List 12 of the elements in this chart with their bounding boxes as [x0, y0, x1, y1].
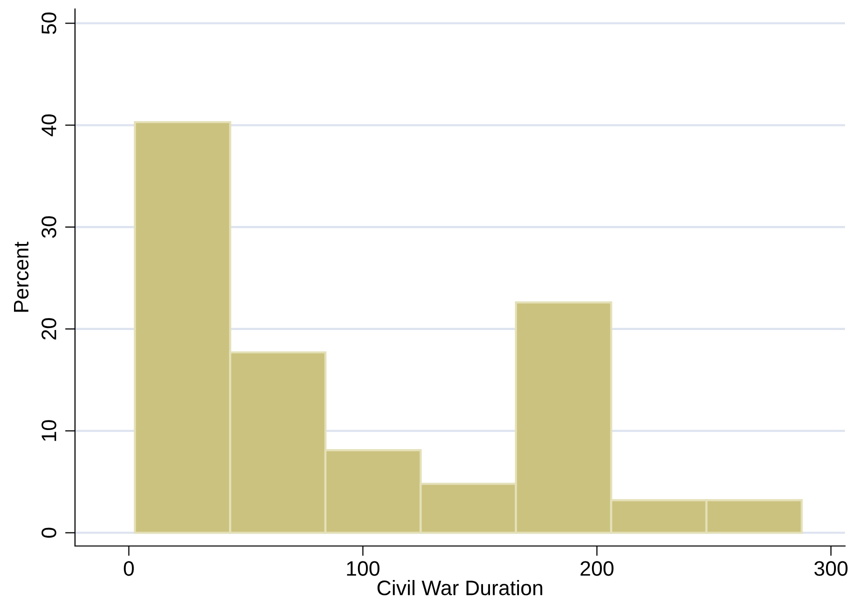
x-axis-title: Civil War Duration — [378, 580, 542, 596]
x-tick-label: 300 — [814, 561, 848, 576]
x-tick-label: 100 — [347, 561, 380, 576]
y-tick-label: 10 — [42, 420, 56, 441]
x-tick-label: 200 — [580, 561, 614, 576]
y-axis-title: Percent — [14, 242, 29, 312]
y-tick-label: 50 — [42, 12, 56, 34]
y-tick-label: 30 — [42, 216, 56, 238]
y-tick-label: 20 — [42, 318, 56, 340]
y-tick-label: 40 — [42, 114, 56, 136]
y-tick-label: 0 — [42, 528, 56, 538]
x-tick-label: 0 — [124, 561, 134, 576]
